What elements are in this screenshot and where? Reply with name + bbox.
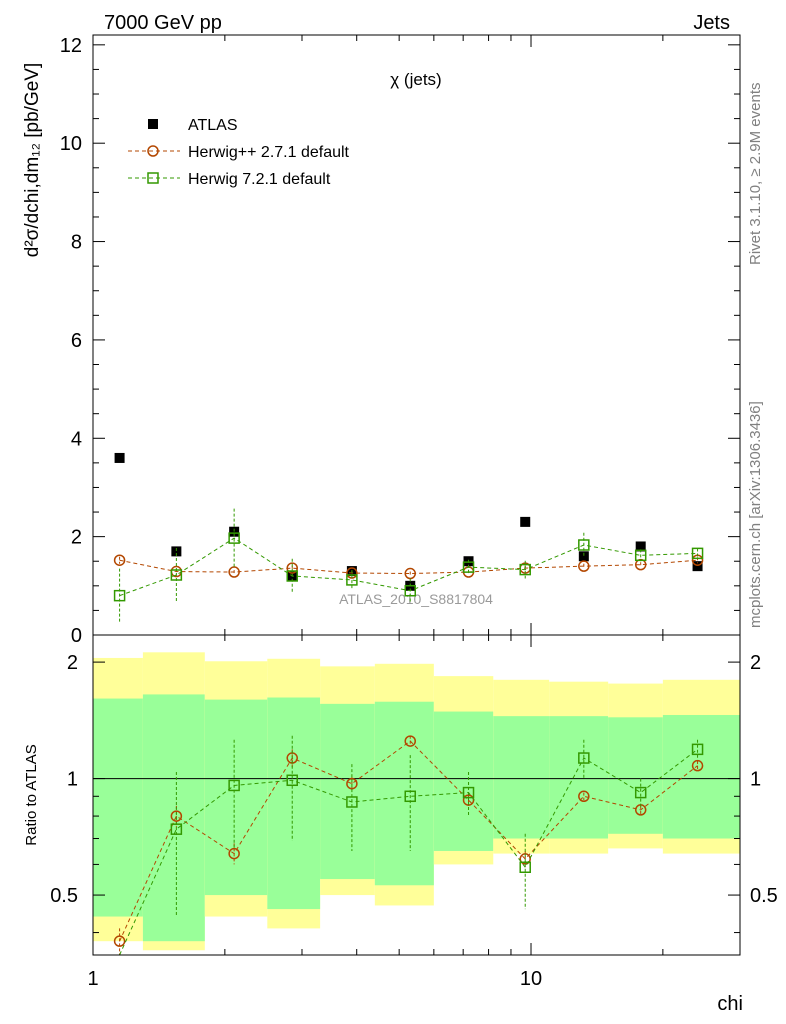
data-point: [635, 541, 646, 552]
data-point: [170, 569, 183, 581]
ratio-point: [691, 759, 704, 772]
ratio-point: [113, 935, 126, 947]
ratio-point: [286, 774, 298, 787]
main-y-tick-label: 0: [71, 625, 82, 647]
data-point: [346, 574, 358, 586]
ratio-point: [170, 810, 183, 822]
main-y-tick-label: 6: [71, 330, 82, 352]
green-band: [142, 694, 205, 942]
data-point: [171, 546, 182, 557]
main-y-tick-label: 2: [71, 527, 82, 549]
legend-label: ATLAS: [188, 117, 238, 134]
ratio-point: [462, 794, 475, 806]
ratio-y-tick-label-right: 0.5: [750, 885, 778, 907]
ratio-line: [119, 748, 698, 956]
mcplots-label: mcplots.cern.ch [arXiv:1306.3436]: [747, 401, 764, 628]
legend-marker: [147, 145, 159, 157]
data-point: [286, 562, 298, 574]
data-point: [692, 561, 703, 572]
header-left: 7000 GeV pp: [104, 12, 222, 34]
data-point: [634, 549, 647, 562]
x-tick-label: 1: [87, 968, 98, 990]
legend: ATLAS Herwig++ 2.7.1 default Herwig 7.2.1 …: [128, 117, 350, 188]
ratio-frame: [92, 634, 741, 956]
legend-label: Herwig 7.2.1 default: [188, 171, 331, 188]
data-point: [578, 551, 589, 562]
xlabel: chi: [717, 993, 743, 1015]
ratio-point: [578, 752, 590, 764]
data-point: [520, 516, 531, 527]
ratio-point: [228, 847, 240, 860]
main-y-tick-label: 8: [71, 232, 82, 254]
ratio-point: [404, 735, 416, 747]
data-point: [114, 452, 125, 463]
ratio-y-tick-label-right: 1: [750, 769, 761, 791]
ratio-point: [691, 743, 704, 756]
green-band: [204, 699, 268, 896]
data-point: [519, 563, 531, 576]
green-band: [549, 716, 609, 839]
ratio-y-tick-label: 0.5: [50, 885, 78, 907]
green-band: [267, 697, 321, 910]
green-band: [433, 711, 494, 851]
header-right: Jets: [693, 12, 730, 34]
data-point: [404, 584, 416, 597]
data-point: [229, 526, 240, 537]
green-band: [320, 703, 375, 880]
legend-label: Herwig++ 2.7.1 default: [188, 144, 350, 161]
series-line: [119, 559, 698, 575]
data-point: [113, 589, 126, 602]
data-point: [691, 547, 704, 560]
data-point: [286, 570, 298, 582]
green-band: [93, 698, 143, 917]
ratio-point: [170, 823, 183, 835]
ratio-y-tick-label: 1: [67, 769, 78, 791]
data-point: [113, 554, 126, 566]
ratio-point: [404, 790, 416, 803]
ratio-point: [228, 779, 240, 792]
main-y-tick-label: 10: [60, 133, 82, 155]
main-y-tick-label: 12: [60, 35, 82, 57]
data-point: [228, 566, 240, 578]
data-point: [578, 539, 590, 551]
ratio-point: [462, 786, 475, 799]
main-series: [113, 452, 704, 623]
rivet-label: Rivet 3.1.10, ≥ 2.9M events: [747, 83, 764, 266]
ratio-point: [578, 790, 590, 803]
green-band: [662, 714, 740, 839]
ratio-series: [113, 735, 704, 956]
ratio-y-tick-label: 2: [67, 652, 78, 674]
ratio-point: [634, 786, 647, 799]
main-ylabel: d²σ/dchi,dm₁₂ [pb/GeV]: [22, 63, 43, 257]
ratio-ylabel: Ratio to ATLAS: [23, 744, 40, 845]
legend-marker: [148, 119, 158, 129]
chart-title: χ (jets): [390, 70, 441, 89]
green-band: [374, 701, 434, 886]
analysis-watermark: ATLAS_2010_S8817804: [339, 591, 493, 607]
data-point: [228, 532, 240, 544]
ratio-point: [346, 796, 358, 808]
legend-marker: [147, 172, 159, 184]
ratio-point: [519, 861, 531, 873]
ratio-y-tick-label-right: 2: [750, 652, 761, 674]
data-point: [462, 561, 475, 573]
green-band: [608, 717, 663, 834]
ratio-bands: [93, 652, 740, 951]
green-band: [493, 716, 550, 839]
data-point: [578, 560, 590, 572]
ratio-point: [346, 777, 358, 790]
x-tick-label: 10: [520, 968, 542, 990]
main-y-tick-label: 4: [71, 428, 82, 450]
